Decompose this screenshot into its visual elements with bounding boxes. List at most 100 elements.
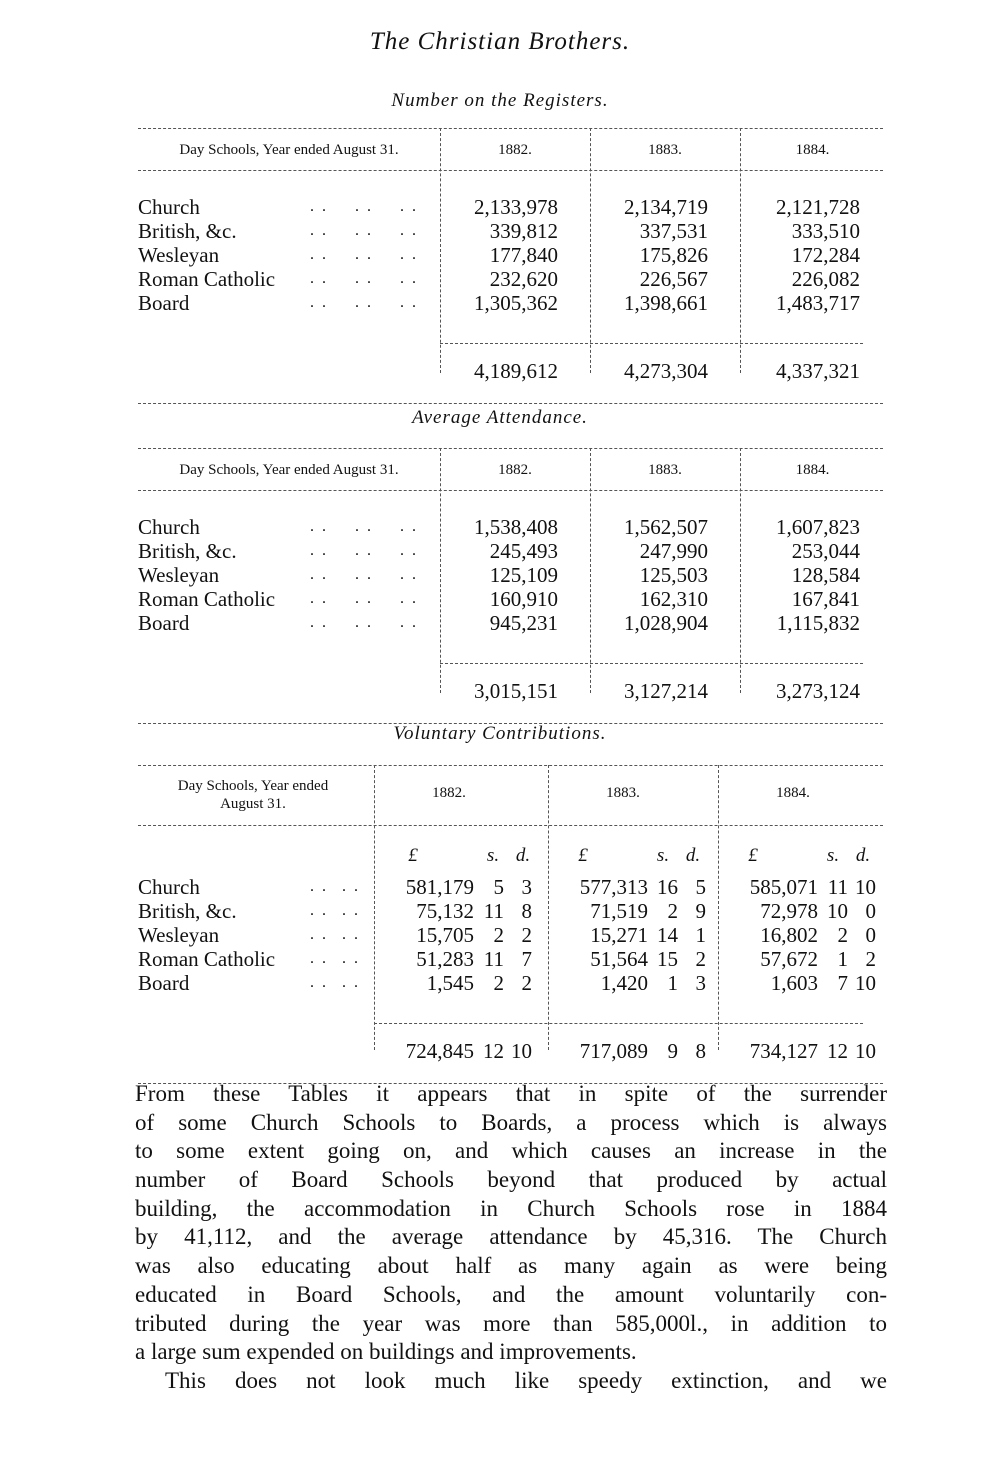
- leader-dots: . .: [355, 270, 373, 287]
- shillings-value: 10: [827, 899, 848, 923]
- cell-value: 1,115,832: [776, 611, 860, 635]
- column-divider: [440, 128, 441, 373]
- year-header: 1882.: [498, 462, 532, 478]
- table-row: Wesleyan. .. . 15,705 2 2 15,271 14 1 16,802 2 0: [138, 923, 883, 947]
- shillings-value: 7: [837, 971, 849, 995]
- total-pounds: 734,127: [749, 1039, 818, 1063]
- pounds-value: 577,313: [579, 875, 648, 899]
- total-shillings: 9: [667, 1039, 679, 1063]
- cell-value: 1,538,408: [474, 515, 558, 539]
- year-header: 1883.: [648, 142, 682, 158]
- shillings-value: 2: [493, 923, 505, 947]
- cell-value: 1,607,823: [776, 515, 860, 539]
- table-row: Board . . . . . . 1,305,362 1,398,661 1,483,71…: [138, 291, 883, 315]
- table-row: Wesleyan . . . . . . 177,840 175,826 172,284: [138, 243, 883, 267]
- cell-value: 125,109: [489, 563, 558, 587]
- data-table: Day Schools, Year ended August 31. 1882. 1…: [138, 448, 883, 724]
- pence-value: 9: [695, 899, 707, 923]
- cell-value: 175,826: [639, 243, 708, 267]
- cell-value: 1,483,717: [776, 291, 860, 315]
- shillings-value: 2: [667, 899, 679, 923]
- cell-value: 339,812: [489, 219, 558, 243]
- leader-dots: . .: [400, 198, 418, 215]
- unit-label: £: [408, 845, 418, 866]
- leader-dots: . .: [310, 542, 328, 559]
- leader-dots: . .: [355, 198, 373, 215]
- pounds-value: 585,071: [749, 875, 818, 899]
- unit-label: s.: [656, 845, 670, 866]
- total-pounds: 724,845: [405, 1039, 474, 1063]
- leader-dots: . .: [400, 246, 418, 263]
- row-label: Roman Catholic: [138, 267, 276, 291]
- row-label: Wesleyan: [138, 563, 220, 587]
- shillings-value: 1: [667, 971, 679, 995]
- rule: [138, 170, 883, 171]
- unit-label: £: [748, 845, 758, 866]
- cell-value: 1,305,362: [474, 291, 558, 315]
- table-row: Wesleyan . . . . . . 125,109 125,503 128,584: [138, 563, 883, 587]
- cell-value: 1,562,507: [624, 515, 708, 539]
- column-divider: [590, 448, 591, 693]
- paragraph-line: by 41,112, and the average attendance by…: [135, 1224, 887, 1250]
- pounds-value: 1,603: [770, 971, 818, 995]
- column-divider: [440, 448, 441, 693]
- pence-value: 2: [865, 947, 877, 971]
- table-row: Board . . . . . . 945,231 1,028,904 1,115,832: [138, 611, 883, 635]
- leader-dots: . .: [355, 246, 373, 263]
- pounds-value: 51,564: [590, 947, 648, 971]
- table-caption: Average Attendance.: [412, 407, 588, 428]
- total-value: 4,337,321: [776, 359, 860, 383]
- leader-dots: . .: [342, 878, 360, 895]
- leader-dots: . .: [310, 878, 328, 895]
- leader-dots: . .: [310, 246, 328, 263]
- leader-dots: . .: [400, 294, 418, 311]
- page-title: The Christian Brothers.: [369, 28, 631, 55]
- pence-value: 10: [855, 875, 876, 899]
- shillings-value: 15: [657, 947, 678, 971]
- body-paragraph: From these Tables it appears that in spi…: [135, 1080, 887, 1396]
- pounds-value: 15,705: [416, 923, 474, 947]
- paragraph-line: was also educating about half as many ag…: [135, 1253, 887, 1279]
- cell-value: 232,620: [489, 267, 558, 291]
- pence-value: 2: [521, 971, 533, 995]
- table-row: Church. .. . 581,179 5 3 577,313 16 5 585,071 11…: [138, 875, 883, 899]
- cell-value: 226,567: [639, 267, 708, 291]
- leader-dots: . .: [400, 614, 418, 631]
- unit-label: d.: [855, 845, 871, 866]
- leader-dots: . .: [400, 222, 418, 239]
- table-row: Church . . . . . . 2,133,978 2,134,719 2,121,7…: [138, 195, 883, 219]
- rule: [138, 403, 883, 404]
- cell-value: 1,028,904: [624, 611, 708, 635]
- row-label: Church: [138, 515, 200, 539]
- rule: [138, 490, 883, 491]
- table-row: British, &c. . . . . . . 245,493 247,990 253,0…: [138, 539, 883, 563]
- row-label: British, &c.: [138, 899, 237, 923]
- pence-value: 8: [521, 899, 533, 923]
- pounds-value: 1,420: [600, 971, 648, 995]
- cell-value: 253,044: [791, 539, 860, 563]
- pence-value: 5: [695, 875, 707, 899]
- year-header: 1884.: [795, 462, 830, 478]
- leader-dots: . .: [310, 926, 328, 943]
- row-label: British, &c.: [138, 219, 237, 243]
- leader-dots: . .: [400, 518, 418, 535]
- unit-label: d.: [685, 845, 701, 866]
- pounds-value: 75,132: [416, 899, 474, 923]
- header-line: August 31.: [220, 796, 286, 812]
- leader-dots: . .: [355, 222, 373, 239]
- column-divider: [374, 765, 375, 1050]
- leader-dots: . .: [310, 222, 328, 239]
- cell-value: 167,841: [791, 587, 860, 611]
- leader-dots: . .: [400, 270, 418, 287]
- total-shillings: 12: [827, 1039, 848, 1063]
- table-row: Roman Catholic . . . . 51,283 11 7 51,564 15 2 57…: [138, 947, 883, 971]
- column-divider: [718, 765, 719, 1050]
- leader-dots: . .: [310, 518, 328, 535]
- pounds-value: 1,545: [426, 971, 474, 995]
- paragraph-line: building, the accommodation in Church Sc…: [135, 1195, 887, 1221]
- cell-value: 333,510: [791, 219, 860, 243]
- total-value: 3,015,151: [474, 679, 558, 703]
- leader-dots: . .: [310, 950, 328, 967]
- table-row: Church . . . . . . 1,538,408 1,562,507 1,607,8…: [138, 515, 883, 539]
- shillings-value: 2: [837, 923, 849, 947]
